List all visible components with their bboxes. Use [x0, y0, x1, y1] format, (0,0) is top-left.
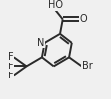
Text: F: F	[8, 70, 14, 80]
Text: F: F	[8, 52, 14, 62]
Text: F: F	[8, 61, 14, 71]
Text: Br: Br	[82, 61, 92, 71]
Text: N: N	[37, 38, 45, 48]
Text: HO: HO	[48, 0, 63, 10]
Text: O: O	[79, 14, 87, 24]
